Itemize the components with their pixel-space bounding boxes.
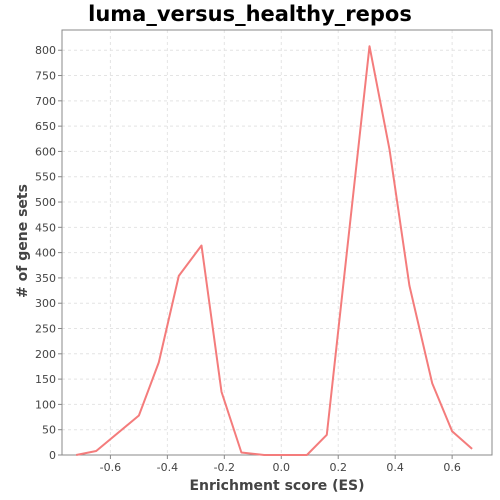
series-layer [76, 45, 473, 456]
x-tick-label: 0.4 [386, 461, 404, 474]
x-tick-label: -0.4 [157, 461, 178, 474]
y-tick-label: 100 [35, 398, 56, 411]
y-tick-label: 50 [42, 424, 56, 437]
x-tick-label: -0.2 [214, 461, 235, 474]
y-tick-label: 700 [35, 95, 56, 108]
y-tick-label: 200 [35, 348, 56, 361]
y-tick-label: 350 [35, 272, 56, 285]
y-tick-label: 600 [35, 145, 56, 158]
x-tick-label: -0.6 [100, 461, 121, 474]
x-tick-label: 0.2 [329, 461, 347, 474]
x-tick-label: 0.6 [443, 461, 461, 474]
series-line [76, 45, 473, 456]
x-axis-ticks: -0.6 -0.4 -0.2 0.0 0.2 0.4 0.6 [100, 455, 461, 474]
grid [62, 30, 492, 456]
y-tick-label: 450 [35, 221, 56, 234]
y-tick-label: 400 [35, 247, 56, 260]
y-tick-label: 300 [35, 297, 56, 310]
y-tick-label: 150 [35, 373, 56, 386]
y-axis-label: # of gene sets [15, 184, 31, 298]
y-tick-label: 500 [35, 196, 56, 209]
y-tick-label: 800 [35, 44, 56, 57]
x-tick-label: 0.0 [273, 461, 291, 474]
y-tick-label: 550 [35, 171, 56, 184]
chart-title: luma_versus_healthy_repos [88, 2, 412, 26]
y-tick-label: 0 [49, 449, 56, 462]
y-tick-label: 750 [35, 70, 56, 83]
y-axis-ticks: 0 50 100 150 200 250 300 350 400 450 500 550 600 650 7… [35, 44, 62, 462]
y-tick-label: 650 [35, 120, 56, 133]
x-axis-label: Enrichment score (ES) [189, 478, 364, 494]
y-tick-label: 250 [35, 323, 56, 336]
